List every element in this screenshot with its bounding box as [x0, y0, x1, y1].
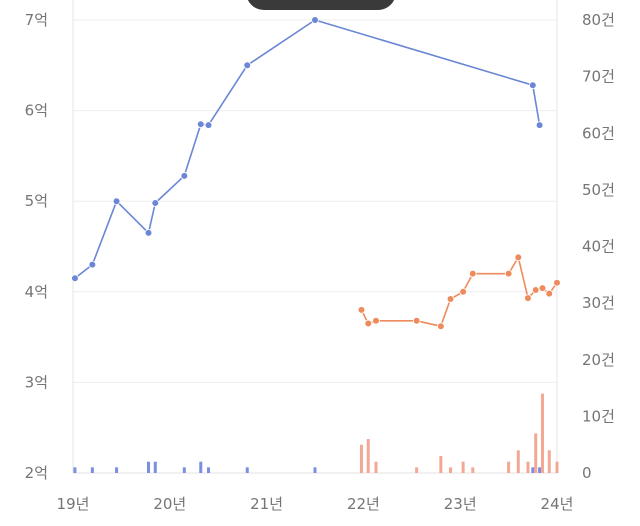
- price-point: [144, 229, 153, 237]
- y-right-tick-label: 40건: [582, 238, 615, 256]
- price-point: [504, 269, 513, 278]
- volume-bar: [439, 456, 443, 473]
- volume-bar: [359, 444, 363, 473]
- price-point: [196, 120, 205, 128]
- y-right-tick-label: 30건: [582, 294, 615, 312]
- y-left-tick-label: 5억: [25, 192, 48, 210]
- volume-bar: [538, 467, 542, 473]
- price-point: [204, 121, 213, 129]
- price-point: [88, 260, 97, 269]
- volume-bar: [531, 467, 535, 473]
- volume-bar: [534, 433, 538, 473]
- x-tick-label: 19년: [57, 495, 90, 513]
- price-point: [531, 286, 540, 294]
- price-point: [412, 316, 421, 325]
- grid: [72, 0, 558, 474]
- price-point: [243, 61, 252, 70]
- volume-bar: [374, 461, 378, 473]
- volume-bar: [199, 461, 203, 473]
- y-left-tick-label: 3억: [25, 373, 48, 391]
- volume-bar: [540, 393, 544, 473]
- volume-bar: [471, 467, 475, 473]
- volume-bar: [366, 439, 370, 473]
- volume-bar: [507, 461, 511, 473]
- volume-bar: [526, 461, 530, 473]
- price-point: [528, 81, 537, 90]
- volume-bar: [73, 467, 77, 473]
- volume-bar: [207, 467, 211, 473]
- price-point: [524, 294, 532, 302]
- bars: [73, 393, 559, 473]
- y-left-tick-label: 2억: [25, 464, 48, 482]
- price-point: [468, 269, 477, 278]
- price-point: [514, 253, 523, 262]
- volume-bar: [147, 461, 151, 473]
- price-point: [71, 274, 79, 283]
- price-point: [538, 284, 547, 292]
- volume-bar: [153, 461, 157, 473]
- price-point: [437, 322, 445, 331]
- tick-labels: 2억 3억 4억 5억 6억 7억 0 10건 20건 30건 40건 50건 60건 70건 80건 19년…: [25, 11, 615, 513]
- volume-bar: [449, 467, 453, 473]
- price-point: [151, 199, 160, 207]
- y-right-tick-label: 50건: [582, 181, 615, 199]
- lines: [71, 16, 561, 331]
- price-point: [535, 121, 544, 129]
- y-left-tick-label: 4억: [25, 283, 48, 301]
- price-point: [553, 278, 561, 287]
- volume-bar: [245, 467, 249, 473]
- volume-bar: [182, 467, 186, 473]
- volume-bar: [90, 467, 94, 473]
- price-point: [372, 316, 380, 325]
- x-tick-label: 24년: [541, 495, 574, 513]
- x-tick-label: 23년: [444, 495, 477, 513]
- y-left-tick-label: 6억: [25, 102, 48, 120]
- volume-bar: [313, 467, 317, 473]
- volume-bar: [415, 467, 419, 473]
- volume-bar: [555, 461, 559, 473]
- y-right-tick-label: 0: [582, 464, 592, 482]
- volume-bar: [516, 450, 520, 473]
- price-point: [545, 289, 554, 298]
- y-right-tick-label: 20건: [582, 351, 615, 369]
- price-point: [180, 172, 189, 180]
- price-point: [446, 295, 455, 303]
- y-right-tick-label: 70건: [582, 68, 615, 86]
- volume-bar: [461, 461, 465, 473]
- y-right-tick-label: 10건: [582, 407, 615, 425]
- price-line: [74, 19, 541, 279]
- top-overlay-pill: [246, 0, 396, 10]
- y-right-tick-label: 80건: [582, 11, 615, 29]
- price-point: [311, 16, 319, 24]
- price-point: [112, 197, 121, 206]
- price-point: [459, 287, 467, 296]
- y-right-tick-label: 60건: [582, 124, 615, 142]
- x-tick-label: 21년: [250, 495, 283, 513]
- volume-bar: [115, 467, 119, 473]
- y-left-tick-label: 7억: [25, 11, 48, 29]
- x-tick-label: 22년: [347, 495, 380, 513]
- price-point: [364, 319, 373, 328]
- volume-bar: [547, 450, 551, 473]
- price-point: [357, 306, 366, 314]
- x-tick-label: 20년: [153, 495, 186, 513]
